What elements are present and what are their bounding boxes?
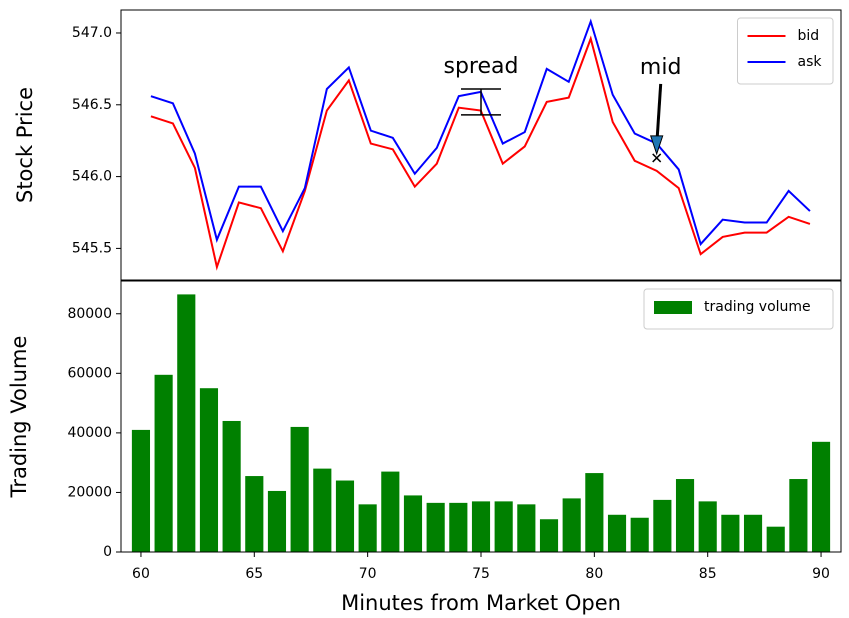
bar: [449, 502, 468, 552]
y-axis-label: Stock Price: [13, 87, 37, 203]
legend-box: [737, 17, 834, 85]
y-tick-label: 546.5: [72, 97, 112, 113]
x-tick-label: 65: [245, 566, 263, 582]
bar: [743, 514, 763, 552]
bar: [494, 501, 513, 552]
bar: [267, 490, 287, 552]
bar: [313, 468, 332, 552]
y-tick-label: 60000: [67, 365, 112, 381]
x-axis-label: Minutes from Market Open: [341, 591, 621, 615]
y-tick-label: 545.5: [72, 240, 112, 256]
bar: [471, 501, 491, 552]
legend-box: [643, 288, 834, 330]
bar: [698, 501, 717, 552]
legend-label: ask: [798, 54, 823, 70]
y-tick-label: 0: [103, 544, 112, 560]
x-tick-label: 80: [585, 566, 603, 582]
annotation: spread: [444, 54, 519, 79]
annotation: mid: [640, 55, 682, 80]
x-tick-label: 85: [699, 566, 717, 582]
mid-marker: [652, 153, 662, 163]
bar: [675, 479, 695, 552]
bar: [154, 374, 173, 552]
x-tick-label: 75: [472, 566, 490, 582]
bar: [245, 476, 264, 552]
y-tick-label: 546.0: [72, 169, 112, 185]
bar: [607, 514, 627, 552]
bar: [222, 420, 241, 552]
y-axis-label: Trading Volume: [7, 336, 31, 499]
arrow-head: [649, 135, 664, 156]
x-tick-label: 90: [812, 566, 830, 582]
bar: [199, 388, 219, 552]
plot-area: [131, 294, 831, 552]
bar: [290, 426, 309, 552]
bar: [721, 514, 740, 552]
bar: [335, 480, 355, 552]
bar: [358, 504, 377, 552]
legend-swatch: [654, 301, 692, 314]
bar: [131, 429, 151, 552]
bar: [539, 519, 559, 552]
axes-frame: [120, 9, 842, 281]
bar: [517, 504, 536, 552]
arrow-shaft: [655, 83, 663, 139]
bar: [766, 526, 785, 552]
bar: [562, 498, 581, 552]
x-tick-label: 60: [132, 566, 150, 582]
bar: [585, 473, 604, 552]
legend-label: trading volume: [704, 299, 811, 315]
axes-frame: [120, 280, 842, 553]
bar: [403, 495, 423, 552]
bar: [789, 479, 808, 552]
legend-label: bid: [798, 28, 820, 44]
bar: [381, 471, 400, 552]
y-tick-label: 20000: [67, 484, 112, 500]
y-tick-label: 40000: [67, 425, 112, 441]
x-tick-label: 70: [359, 566, 377, 582]
bar: [630, 517, 649, 552]
bar: [426, 502, 445, 552]
bar: [811, 441, 831, 552]
bar: [177, 294, 196, 552]
y-tick-label: 80000: [67, 306, 112, 322]
bar: [653, 499, 672, 552]
y-tick-label: 547.0: [72, 25, 112, 41]
